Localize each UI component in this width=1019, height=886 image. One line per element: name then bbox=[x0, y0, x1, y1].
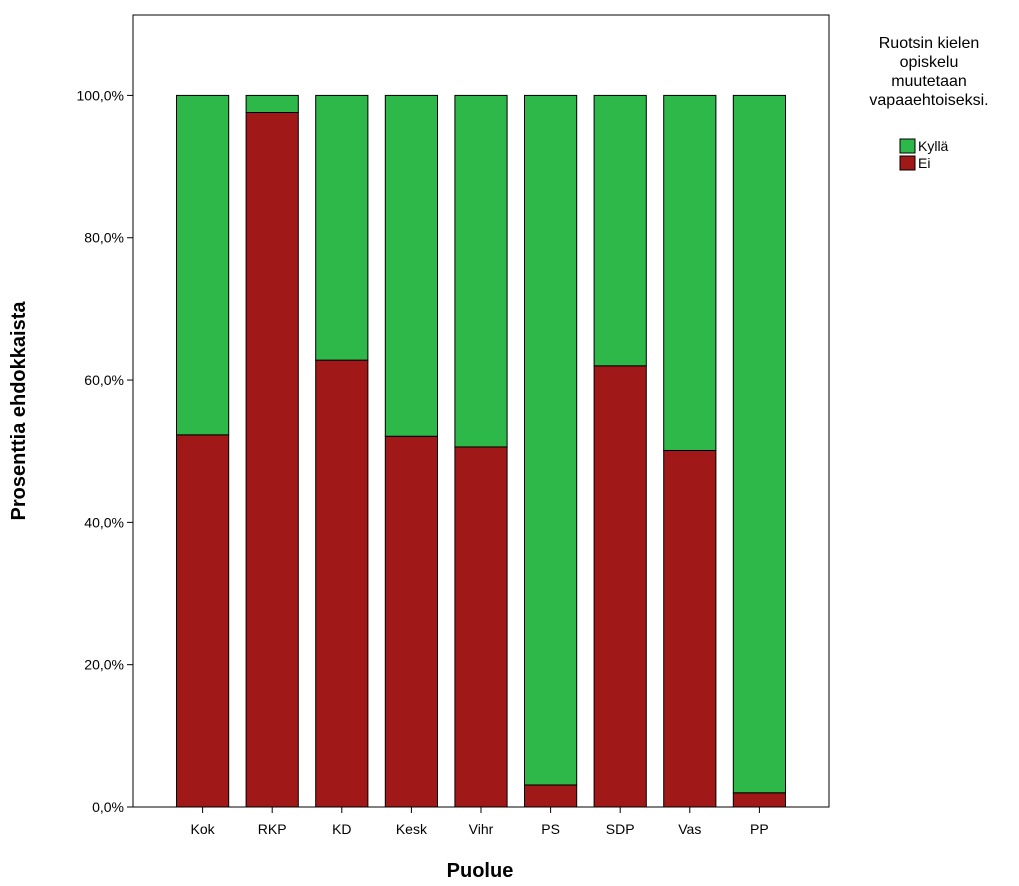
y-tick-label: 80,0% bbox=[84, 230, 124, 246]
bar-segment-ei-sdp bbox=[593, 365, 647, 808]
legend-swatch bbox=[899, 155, 916, 171]
bar-segment-ei-vihr bbox=[454, 446, 508, 808]
bar-segment-kyll--kesk bbox=[384, 94, 438, 437]
bar-segment-ei-kd bbox=[315, 359, 369, 808]
bar-segment-kyll--sdp bbox=[593, 94, 647, 367]
x-tick-label: Vihr bbox=[469, 821, 494, 837]
x-tick-label: Kok bbox=[191, 821, 216, 837]
y-tick-label: 20,0% bbox=[84, 657, 124, 673]
y-axis: 0,0% 20,0% 40,0% 60,0% 80,0% 100,0% bbox=[77, 87, 133, 815]
y-axis-title: Prosenttia ehdokkaista bbox=[8, 301, 30, 521]
legend: Ruotsin kielen opiskelu muutetaan vapaaehto… bbox=[869, 35, 988, 171]
bar-segment-kyll--vihr bbox=[454, 94, 508, 448]
legend-swatch bbox=[899, 138, 916, 154]
legend-label: Ei bbox=[918, 155, 930, 171]
bars bbox=[176, 94, 786, 808]
y-tick-label: 0,0% bbox=[92, 799, 124, 815]
x-tick-label: Vas bbox=[678, 821, 701, 837]
y-tick-label: 40,0% bbox=[84, 514, 124, 530]
bar-segment-ei-kok bbox=[176, 434, 230, 808]
y-tick-label: 100,0% bbox=[77, 87, 124, 103]
bar-segment-ei-kesk bbox=[384, 435, 438, 808]
x-axis-title: Puolue bbox=[447, 860, 514, 882]
bar-segment-kyll--kok bbox=[176, 94, 230, 436]
x-tick-label: SDP bbox=[606, 821, 635, 837]
bar-segment-ei-vas bbox=[663, 449, 717, 808]
bar-segment-kyll--kd bbox=[315, 94, 369, 361]
bar-segment-kyll--vas bbox=[663, 94, 717, 451]
y-tick-label: 60,0% bbox=[84, 372, 124, 388]
legend-title-line: opiskelu bbox=[900, 54, 959, 71]
legend-title-line: Ruotsin kielen bbox=[879, 35, 980, 52]
x-tick-label: Kesk bbox=[396, 821, 428, 837]
legend-title-line: vapaaehtoiseksi. bbox=[869, 92, 988, 109]
bar-segment-kyll--pp bbox=[732, 94, 786, 794]
bar-segment-kyll--rkp bbox=[245, 94, 299, 113]
bar-segment-ei-pp bbox=[732, 792, 786, 808]
legend-label: Kyllä bbox=[918, 138, 949, 154]
bar-segment-ei-rkp bbox=[245, 111, 299, 808]
x-tick-label: PS bbox=[541, 821, 560, 837]
x-tick-label: KD bbox=[332, 821, 351, 837]
bar-segment-ei-ps bbox=[524, 784, 578, 808]
x-axis: Kok RKP KD Kesk Vihr PS SDP Vas PP bbox=[191, 807, 769, 837]
legend-title-line: muutetaan bbox=[891, 73, 967, 90]
x-tick-label: RKP bbox=[258, 821, 287, 837]
x-tick-label: PP bbox=[750, 821, 769, 837]
bar-segment-kyll--ps bbox=[524, 94, 578, 786]
